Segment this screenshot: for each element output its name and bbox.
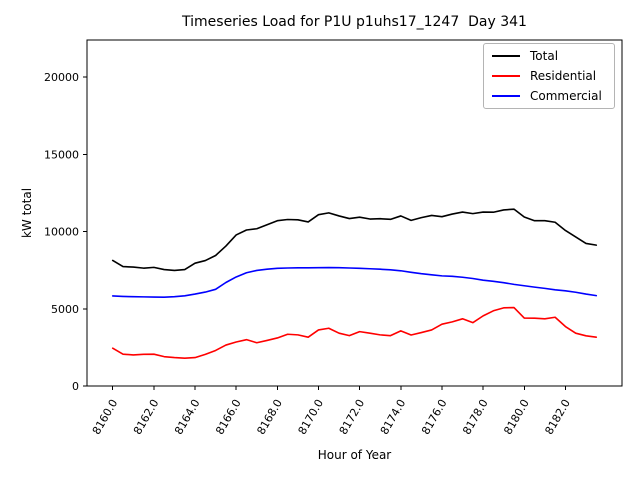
- y-axis-label: kW total: [20, 187, 34, 239]
- x-axis-label: Hour of Year: [317, 448, 392, 462]
- y-tick-label: 10000: [44, 226, 79, 239]
- y-tick-label: 5000: [51, 303, 79, 316]
- x-tick-label: 8180.0: [501, 397, 532, 437]
- y-tick-label: 0: [72, 380, 79, 393]
- legend-line-sample: [492, 55, 520, 57]
- legend-item-label: Residential: [530, 69, 597, 83]
- y-tick-label: 15000: [44, 148, 79, 161]
- x-tick-label: 8178.0: [460, 397, 491, 437]
- x-tick-label: 8174.0: [378, 397, 409, 437]
- y-tick-label: 20000: [44, 71, 79, 84]
- legend-item-label: Total: [530, 49, 559, 63]
- x-tick-label: 8170.0: [296, 397, 327, 437]
- legend-item: Total: [492, 46, 614, 66]
- x-tick-label: 8168.0: [254, 397, 285, 437]
- series-total-line: [111, 208, 598, 272]
- x-tick-label: 8164.0: [172, 397, 203, 437]
- legend: Total Residential Commercial: [483, 43, 615, 109]
- chart-title: Timeseries Load for P1U p1uhs17_1247 Day…: [182, 14, 527, 30]
- x-tick-label: 8166.0: [213, 397, 244, 437]
- legend-line-sample: [492, 95, 520, 97]
- legend-item: Residential: [492, 66, 614, 86]
- x-tick-label: 8176.0: [419, 397, 450, 437]
- x-tick-label: 8172.0: [337, 397, 368, 437]
- x-tick-label: 8160.0: [90, 397, 121, 437]
- legend-line-sample: [492, 75, 520, 77]
- x-tick-label: 8162.0: [131, 397, 162, 437]
- series-residential-line: [111, 306, 598, 360]
- series-commercial-line: [111, 266, 598, 298]
- legend-item-label: Commercial: [530, 89, 602, 103]
- plot-area: [86, 39, 623, 387]
- legend-item: Commercial: [492, 86, 614, 106]
- x-tick-label: 8182.0: [543, 397, 574, 437]
